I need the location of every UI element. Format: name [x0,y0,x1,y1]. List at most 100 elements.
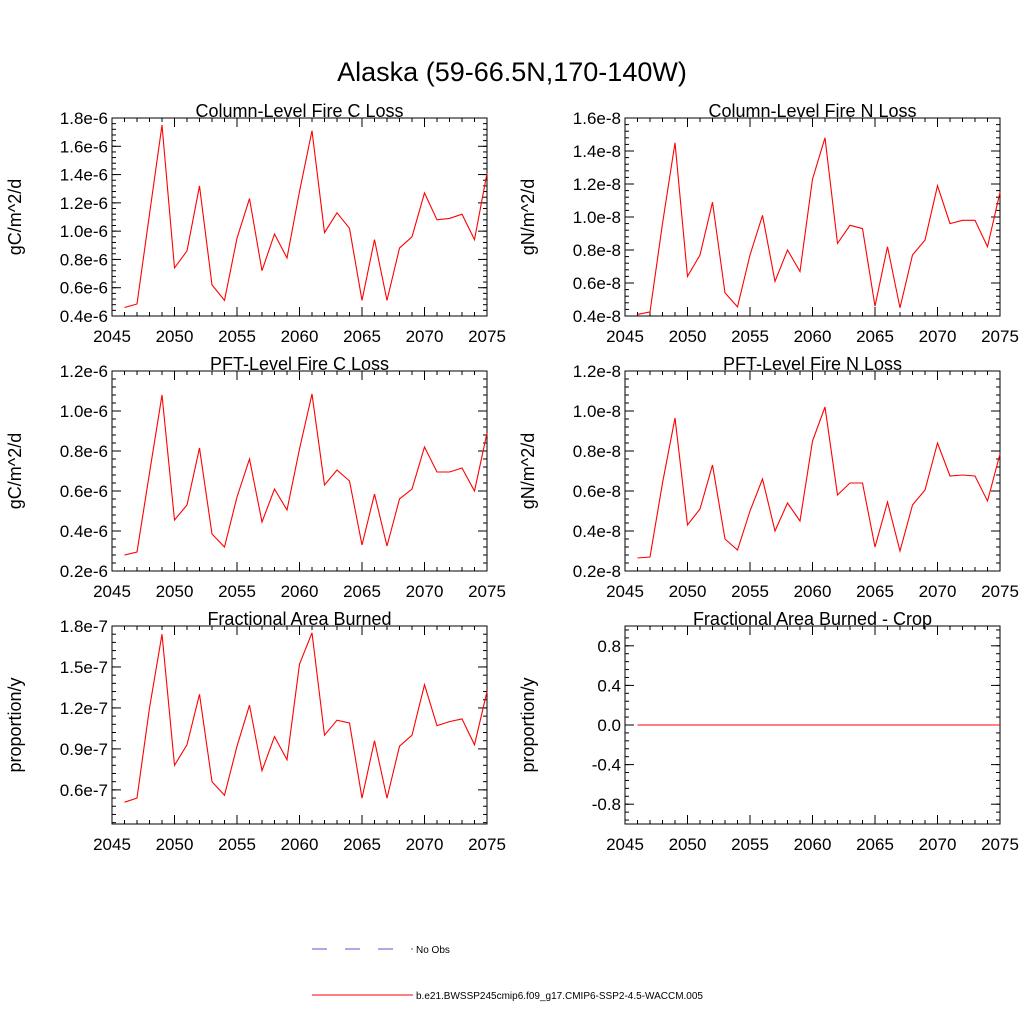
y-tick-label: 0.8e-8 [573,241,621,260]
y-axis-label: proportion/y [518,677,538,772]
x-tick-label: 2070 [406,835,444,854]
panel-title: PFT-Level Fire C Loss [210,354,389,374]
x-tick-label: 2050 [669,835,707,854]
y-tick-label: 1.0e-6 [60,222,108,241]
x-tick-label: 2055 [218,327,256,346]
y-tick-label: 0.4e-8 [573,307,621,326]
x-tick-label: 2055 [218,582,256,601]
series-line [637,406,1001,559]
x-tick-label: 2070 [406,327,444,346]
x-tick-label: 2070 [919,327,957,346]
y-tick-label: 0.8 [597,637,621,656]
y-tick-label: 0.4e-8 [573,522,621,541]
y-tick-label: 1.2e-6 [60,362,108,381]
x-tick-label: 2060 [794,327,832,346]
y-axis-label: gC/m^2/d [5,179,25,255]
legend-obs-label: No Obs [416,945,450,956]
series-line [124,632,488,803]
y-tick-label: 1.0e-8 [573,402,621,421]
plot-frame [111,625,488,825]
chart-panel-2: 2045 2050 2055 2060 2065 2070 2075 0.4e-8 0.6e-8… [518,101,1019,346]
y-tick-label: 1.6e-6 [60,137,108,156]
series-line [124,393,488,556]
x-tick-label: 2055 [731,582,769,601]
y-tick-label: 1.2e-6 [60,194,108,213]
x-tick-label: 2070 [406,582,444,601]
y-tick-label: 0.8e-6 [60,250,108,269]
legend: No Obs b.e21.BWSSP245cmip6.f09_g17.CMIP6… [312,945,703,1002]
x-tick-label: 2050 [156,835,194,854]
y-axis-label: gC/m^2/d [5,433,25,509]
y-tick-label: 1.5e-7 [60,658,108,677]
x-tick-label: 2045 [93,835,131,854]
x-tick-label: 2060 [794,582,832,601]
x-tick-label: 2050 [669,582,707,601]
y-tick-label: 1.2e-7 [60,699,108,718]
x-tick-label: 2055 [731,327,769,346]
chart-panel-4: 2045 2050 2055 2060 2065 2070 2075 0.2e-8 0.4e-8… [518,354,1019,601]
y-tick-label: 0.0 [597,716,621,735]
panel-title: Fractional Area Burned [207,609,391,629]
y-tick-label: 1.4e-8 [573,142,621,161]
x-tick-label: 2075 [468,835,506,854]
figure-title: Alaska (59-66.5N,170-140W) [337,57,687,87]
x-tick-label: 2055 [218,835,256,854]
y-tick-label: 1.2e-8 [573,175,621,194]
y-axis-label: proportion/y [5,677,25,772]
chart-panel-6: 2045 2050 2055 2060 2065 2070 2075 -0.8 -0.4 0.0 0… [518,609,1019,854]
x-tick-label: 2065 [343,835,381,854]
plot-frame [111,117,488,317]
y-tick-label: 1.8e-7 [60,617,108,636]
x-tick-label: 2050 [669,327,707,346]
y-tick-label: 1.6e-8 [573,109,621,128]
x-tick-label: 2075 [468,582,506,601]
x-tick-label: 2060 [281,582,319,601]
x-tick-label: 2055 [731,835,769,854]
y-axis-label: gN/m^2/d [518,179,538,255]
x-tick-label: 2065 [856,582,894,601]
y-tick-label: 0.4 [597,676,621,695]
y-tick-label: -0.8 [592,795,621,814]
legend-model-label: b.e21.BWSSP245cmip6.f09_g17.CMIP6-SSP2-4… [416,991,703,1002]
series-line [124,125,488,309]
x-tick-label: 2045 [93,582,131,601]
y-tick-label: -0.4 [592,756,621,775]
chart-panel-3: 2045 2050 2055 2060 2065 2070 2075 0.2e-6 0.4e-6… [5,354,506,601]
chart-panel-5: 2045 2050 2055 2060 2065 2070 2075 0.6e-7 0.9e-7… [5,609,506,854]
y-tick-label: 0.2e-6 [60,562,108,581]
x-tick-label: 2050 [156,327,194,346]
y-tick-label: 0.6e-6 [60,279,108,298]
x-tick-label: 2075 [468,327,506,346]
y-tick-label: 0.4e-6 [60,522,108,541]
x-tick-label: 2070 [919,582,957,601]
chart-panel-1: 2045 2050 2055 2060 2065 2070 2075 0.4e-6 0.6e-6… [5,101,506,346]
x-tick-label: 2065 [856,835,894,854]
series-line [637,137,1001,315]
x-tick-label: 2060 [794,835,832,854]
y-tick-label: 0.8e-6 [60,442,108,461]
plot-frame [111,370,488,572]
y-tick-label: 1.2e-8 [573,362,621,381]
panel-title: PFT-Level Fire N Loss [723,354,902,374]
y-axis-label: gN/m^2/d [518,433,538,509]
x-tick-label: 2045 [93,327,131,346]
y-tick-label: 0.6e-6 [60,482,108,501]
y-tick-label: 1.0e-8 [573,208,621,227]
y-tick-label: 1.8e-6 [60,109,108,128]
x-tick-label: 2045 [606,327,644,346]
y-tick-label: 1.0e-6 [60,402,108,421]
x-tick-label: 2075 [981,327,1019,346]
y-tick-label: 0.2e-8 [573,562,621,581]
x-tick-label: 2045 [606,835,644,854]
panel-title: Column-Level Fire N Loss [708,101,916,121]
panels: 2045 2050 2055 2060 2065 2070 2075 0.4e-6 0.6e-6… [5,101,1019,854]
y-tick-label: 0.8e-8 [573,442,621,461]
y-tick-label: 1.4e-6 [60,166,108,185]
x-tick-label: 2060 [281,835,319,854]
x-tick-label: 2075 [981,582,1019,601]
x-tick-label: 2045 [606,582,644,601]
y-tick-label: 0.6e-7 [60,781,108,800]
x-tick-label: 2070 [919,835,957,854]
x-tick-label: 2065 [343,582,381,601]
